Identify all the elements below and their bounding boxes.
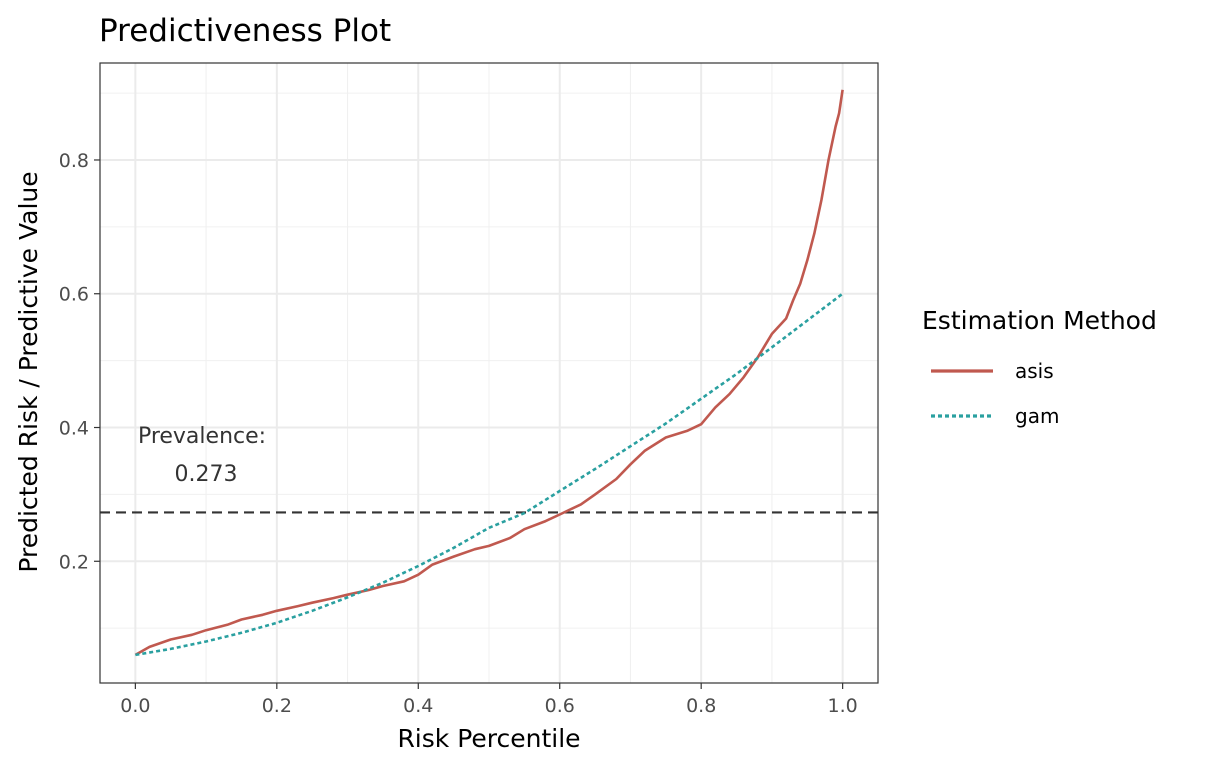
x-tick-label: 0.0: [120, 695, 150, 717]
minor-gridlines: [100, 63, 878, 683]
x-tick-label: 0.2: [262, 695, 292, 717]
prevalence-label-line1: Prevalence:: [138, 424, 266, 449]
x-tick-label: 1.0: [828, 695, 858, 717]
legend-label-asis: asis: [1015, 359, 1054, 383]
y-tick-label: 0.8: [59, 150, 89, 172]
x-axis-title: Risk Percentile: [397, 724, 580, 753]
legend-label-gam: gam: [1015, 404, 1059, 428]
x-tick-label: 0.4: [403, 695, 433, 717]
y-tick-label: 0.2: [59, 551, 89, 573]
chart-title: Predictiveness Plot: [99, 13, 391, 49]
y-axis-ticks: 0.2 0.4 0.6 0.8: [59, 150, 100, 573]
x-axis-ticks: 0.0 0.2 0.4 0.6 0.8 1.0: [120, 683, 858, 717]
plot-panel-border: [99, 62, 879, 684]
major-gridlines: [100, 63, 878, 683]
y-tick-label: 0.4: [59, 418, 89, 440]
series-line-gam: [135, 292, 844, 657]
y-tick-label: 0.6: [59, 284, 89, 306]
series-line-asis: [134, 89, 844, 657]
prevalence-label-value: 0.273: [175, 462, 238, 487]
x-tick-label: 0.8: [686, 695, 716, 717]
series-layer: [134, 89, 844, 657]
legend-title: Estimation Method: [922, 306, 1157, 335]
y-axis-title: Predicted Risk / Predictive Value: [14, 171, 43, 572]
legend: Estimation Method asis gam: [922, 306, 1157, 428]
x-tick-label: 0.6: [545, 695, 575, 717]
